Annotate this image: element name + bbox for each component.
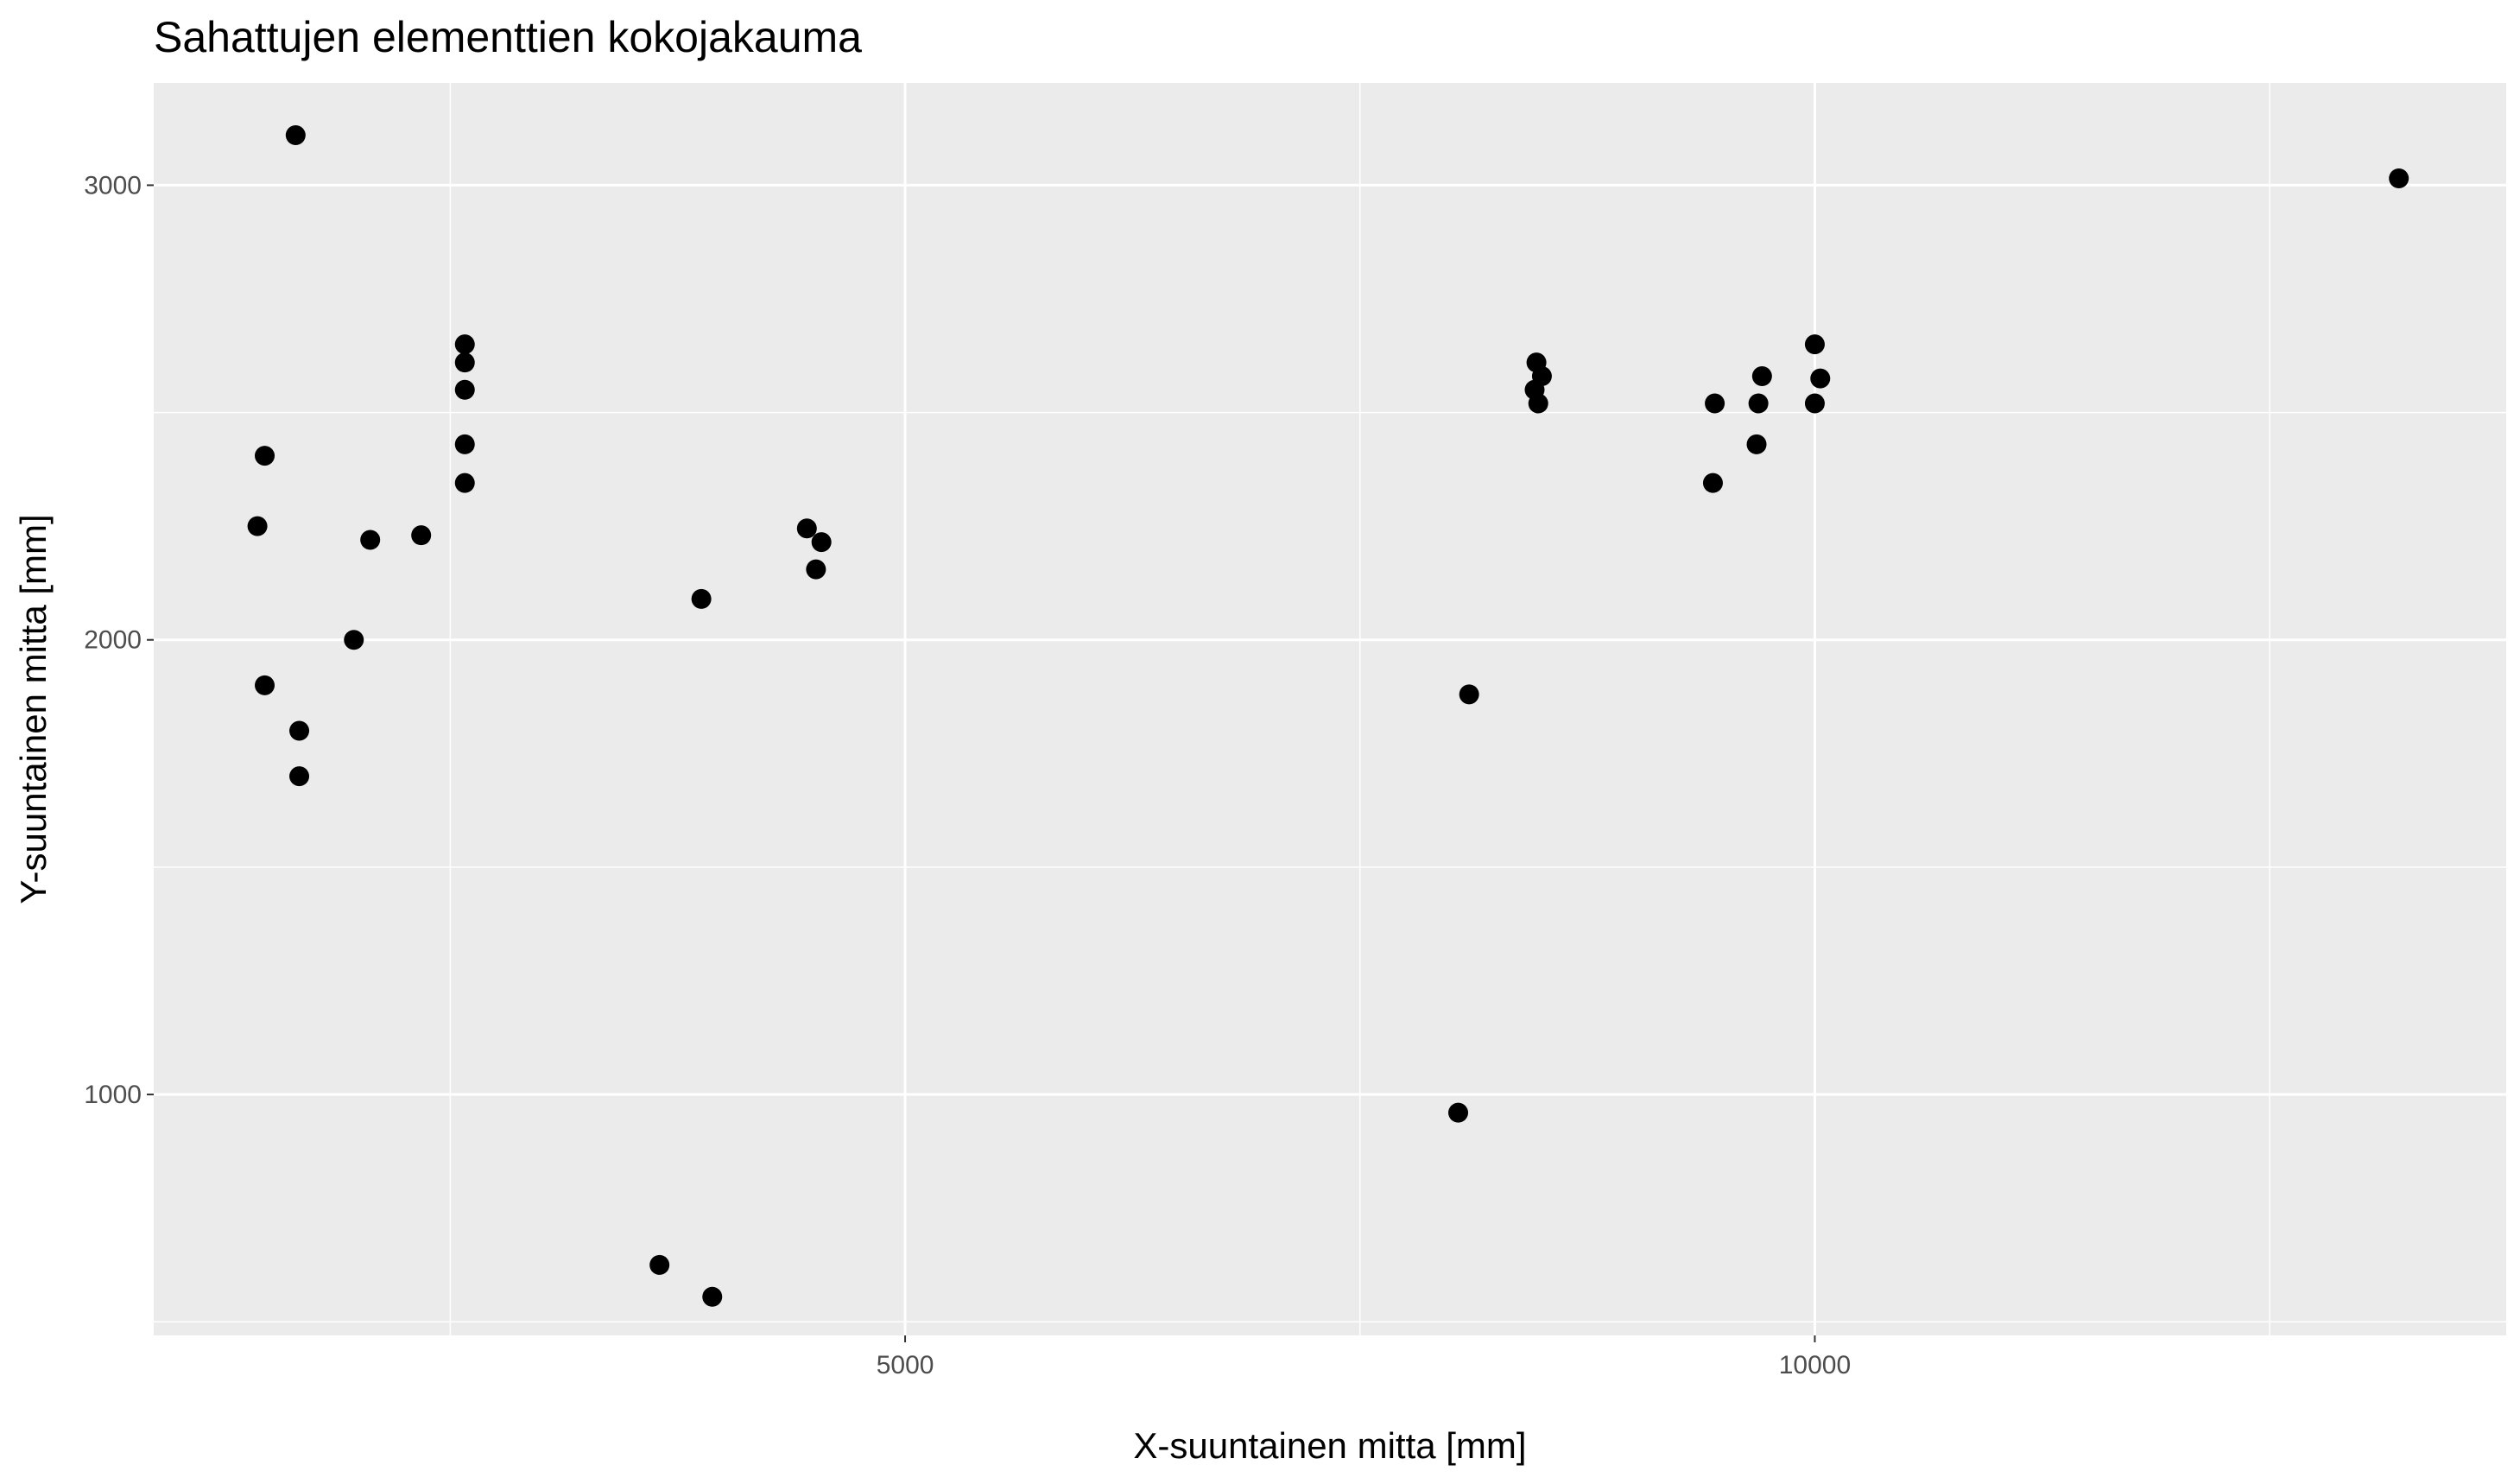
data-point xyxy=(2389,168,2409,189)
y-tick-label: 2000 xyxy=(84,626,142,655)
data-points xyxy=(247,125,2409,1307)
x-axis-title: X-suuntainen mitta [mm] xyxy=(1133,1425,1526,1466)
y-tick-label: 1000 xyxy=(84,1081,142,1109)
plot-panel xyxy=(154,83,2506,1335)
data-point xyxy=(1702,472,1723,493)
data-point xyxy=(1748,393,1769,414)
data-point xyxy=(1746,434,1767,454)
data-point xyxy=(1448,1102,1469,1123)
data-point xyxy=(1804,393,1825,414)
data-point xyxy=(1804,334,1825,355)
major-gridlines xyxy=(154,83,2506,1335)
data-point xyxy=(1528,393,1548,414)
data-point xyxy=(454,379,475,400)
chart-title: Sahattujen elementtien kokojakauma xyxy=(154,13,862,61)
data-point xyxy=(1531,365,1552,386)
data-point xyxy=(255,675,275,695)
data-point xyxy=(454,352,475,373)
data-point xyxy=(1751,365,1772,386)
data-point xyxy=(285,125,306,146)
data-point xyxy=(806,559,826,580)
data-point xyxy=(649,1254,670,1275)
data-point xyxy=(1459,684,1479,705)
data-point xyxy=(1705,393,1725,414)
data-point xyxy=(811,532,832,553)
data-point xyxy=(289,766,310,787)
data-point xyxy=(1810,368,1831,389)
data-point xyxy=(691,588,712,609)
data-point xyxy=(247,516,268,536)
data-point xyxy=(796,518,817,539)
data-point xyxy=(289,720,310,741)
y-tick-label: 3000 xyxy=(84,171,142,200)
x-tick-label: 10000 xyxy=(1779,1351,1851,1379)
data-point xyxy=(344,630,364,650)
data-point xyxy=(454,334,475,355)
x-axis-ticks: 5000 10000 xyxy=(877,1335,1851,1379)
y-axis-title: Y-suuntainen mitta [mm] xyxy=(13,514,54,904)
data-point xyxy=(360,530,381,550)
x-tick-label: 5000 xyxy=(877,1351,934,1379)
minor-gridlines xyxy=(154,83,2506,1335)
data-point xyxy=(454,434,475,454)
data-point xyxy=(411,525,432,546)
data-point xyxy=(454,472,475,493)
data-point xyxy=(255,446,275,466)
y-axis-ticks: 1000 2000 3000 xyxy=(84,171,154,1109)
data-point xyxy=(702,1286,723,1307)
